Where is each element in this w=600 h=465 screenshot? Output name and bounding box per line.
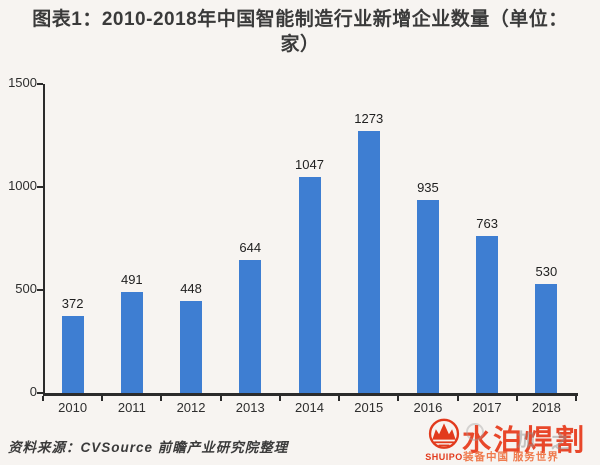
bar-value-label: 1047: [295, 157, 324, 172]
bar-2017: [476, 236, 499, 393]
y-axis-label: 500: [15, 281, 37, 296]
x-axis-label: 2011: [117, 400, 146, 415]
x-axis-label: 2012: [176, 400, 206, 415]
bar-value-label: 491: [120, 272, 143, 287]
y-axis-label: 1000: [8, 178, 37, 193]
bar-value-label: 644: [239, 240, 262, 255]
watermark-char-1: 加: [517, 430, 535, 450]
bar-value-label: 763: [476, 216, 498, 231]
bar-2010: [61, 316, 84, 393]
x-axis-tick: [101, 396, 104, 401]
bar-2012: [180, 301, 203, 393]
x-axis-label: 2018: [531, 400, 561, 415]
x-axis-tick: [338, 396, 341, 401]
x-axis-label: 2014: [295, 400, 324, 415]
x-axis-label: 2017: [472, 400, 502, 415]
x-axis-label: 2010: [58, 400, 88, 415]
x-axis-tick: [397, 396, 400, 401]
shuipo-logo-icon: [428, 418, 460, 449]
chart-title-line1: 图表1：2010-2018年中国智能制造行业新增企业数量（单位：: [32, 9, 568, 30]
y-axis-tick: [37, 392, 43, 394]
x-axis-tick: [219, 396, 222, 401]
y-axis-tick: [37, 83, 43, 85]
bar-2013: [239, 260, 262, 393]
x-axis-label: 2016: [413, 400, 443, 415]
y-axis-tick: [37, 186, 43, 188]
bar-value-label: 935: [417, 180, 439, 195]
bar-value-label: 372: [61, 296, 84, 311]
bar-2016: [416, 200, 439, 393]
chart-title-line2: 家）: [280, 34, 320, 55]
bar-value-label: 1273: [354, 111, 384, 126]
y-axis-label: 1500: [8, 75, 37, 90]
x-axis-tick: [515, 396, 518, 401]
y-axis-label: 0: [29, 384, 37, 399]
x-axis-tick: [160, 396, 163, 401]
source-note: 资料来源：CVSource 前瞻产业研究院整理: [8, 440, 289, 455]
x-axis-tick: [456, 396, 459, 401]
x-axis-label: 2013: [235, 400, 265, 415]
plot-area: [43, 84, 578, 396]
y-axis-tick: [37, 289, 43, 291]
watermark-ring: [466, 423, 484, 441]
bar-value-label: 448: [180, 281, 202, 296]
bar-2011: [120, 292, 143, 393]
chart-title: 图表1：2010-2018年中国智能制造行业新增企业数量（单位： 家）: [0, 7, 600, 57]
bar-2018: [535, 284, 558, 393]
x-axis-tick: [278, 396, 281, 401]
bar-2015: [357, 131, 380, 393]
brand-tagline: 装备中国 服务世界: [463, 451, 559, 463]
x-axis-tick: [575, 396, 577, 401]
shuipo-logo-text: SHUIPO: [425, 452, 463, 462]
bar-2014: [298, 177, 321, 393]
bar-value-label: 530: [535, 264, 558, 279]
x-axis-label: 2015: [354, 400, 384, 415]
watermark-char-2: 之: [551, 432, 569, 452]
x-axis-tick: [42, 396, 44, 401]
